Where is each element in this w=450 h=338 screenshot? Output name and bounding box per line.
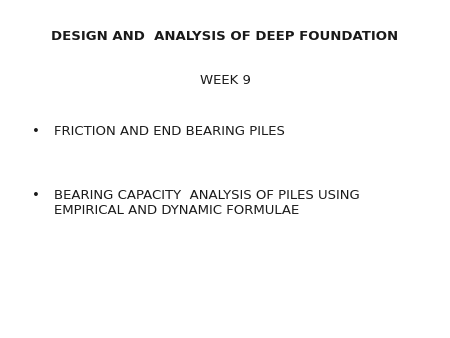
Text: FRICTION AND END BEARING PILES: FRICTION AND END BEARING PILES xyxy=(54,125,285,138)
Text: •: • xyxy=(32,189,40,202)
Text: •: • xyxy=(32,125,40,138)
Text: WEEK 9: WEEK 9 xyxy=(199,74,251,87)
Text: BEARING CAPACITY  ANALYSIS OF PILES USING
EMPIRICAL AND DYNAMIC FORMULAE: BEARING CAPACITY ANALYSIS OF PILES USING… xyxy=(54,189,360,217)
Text: DESIGN AND  ANALYSIS OF DEEP FOUNDATION: DESIGN AND ANALYSIS OF DEEP FOUNDATION xyxy=(51,30,399,43)
